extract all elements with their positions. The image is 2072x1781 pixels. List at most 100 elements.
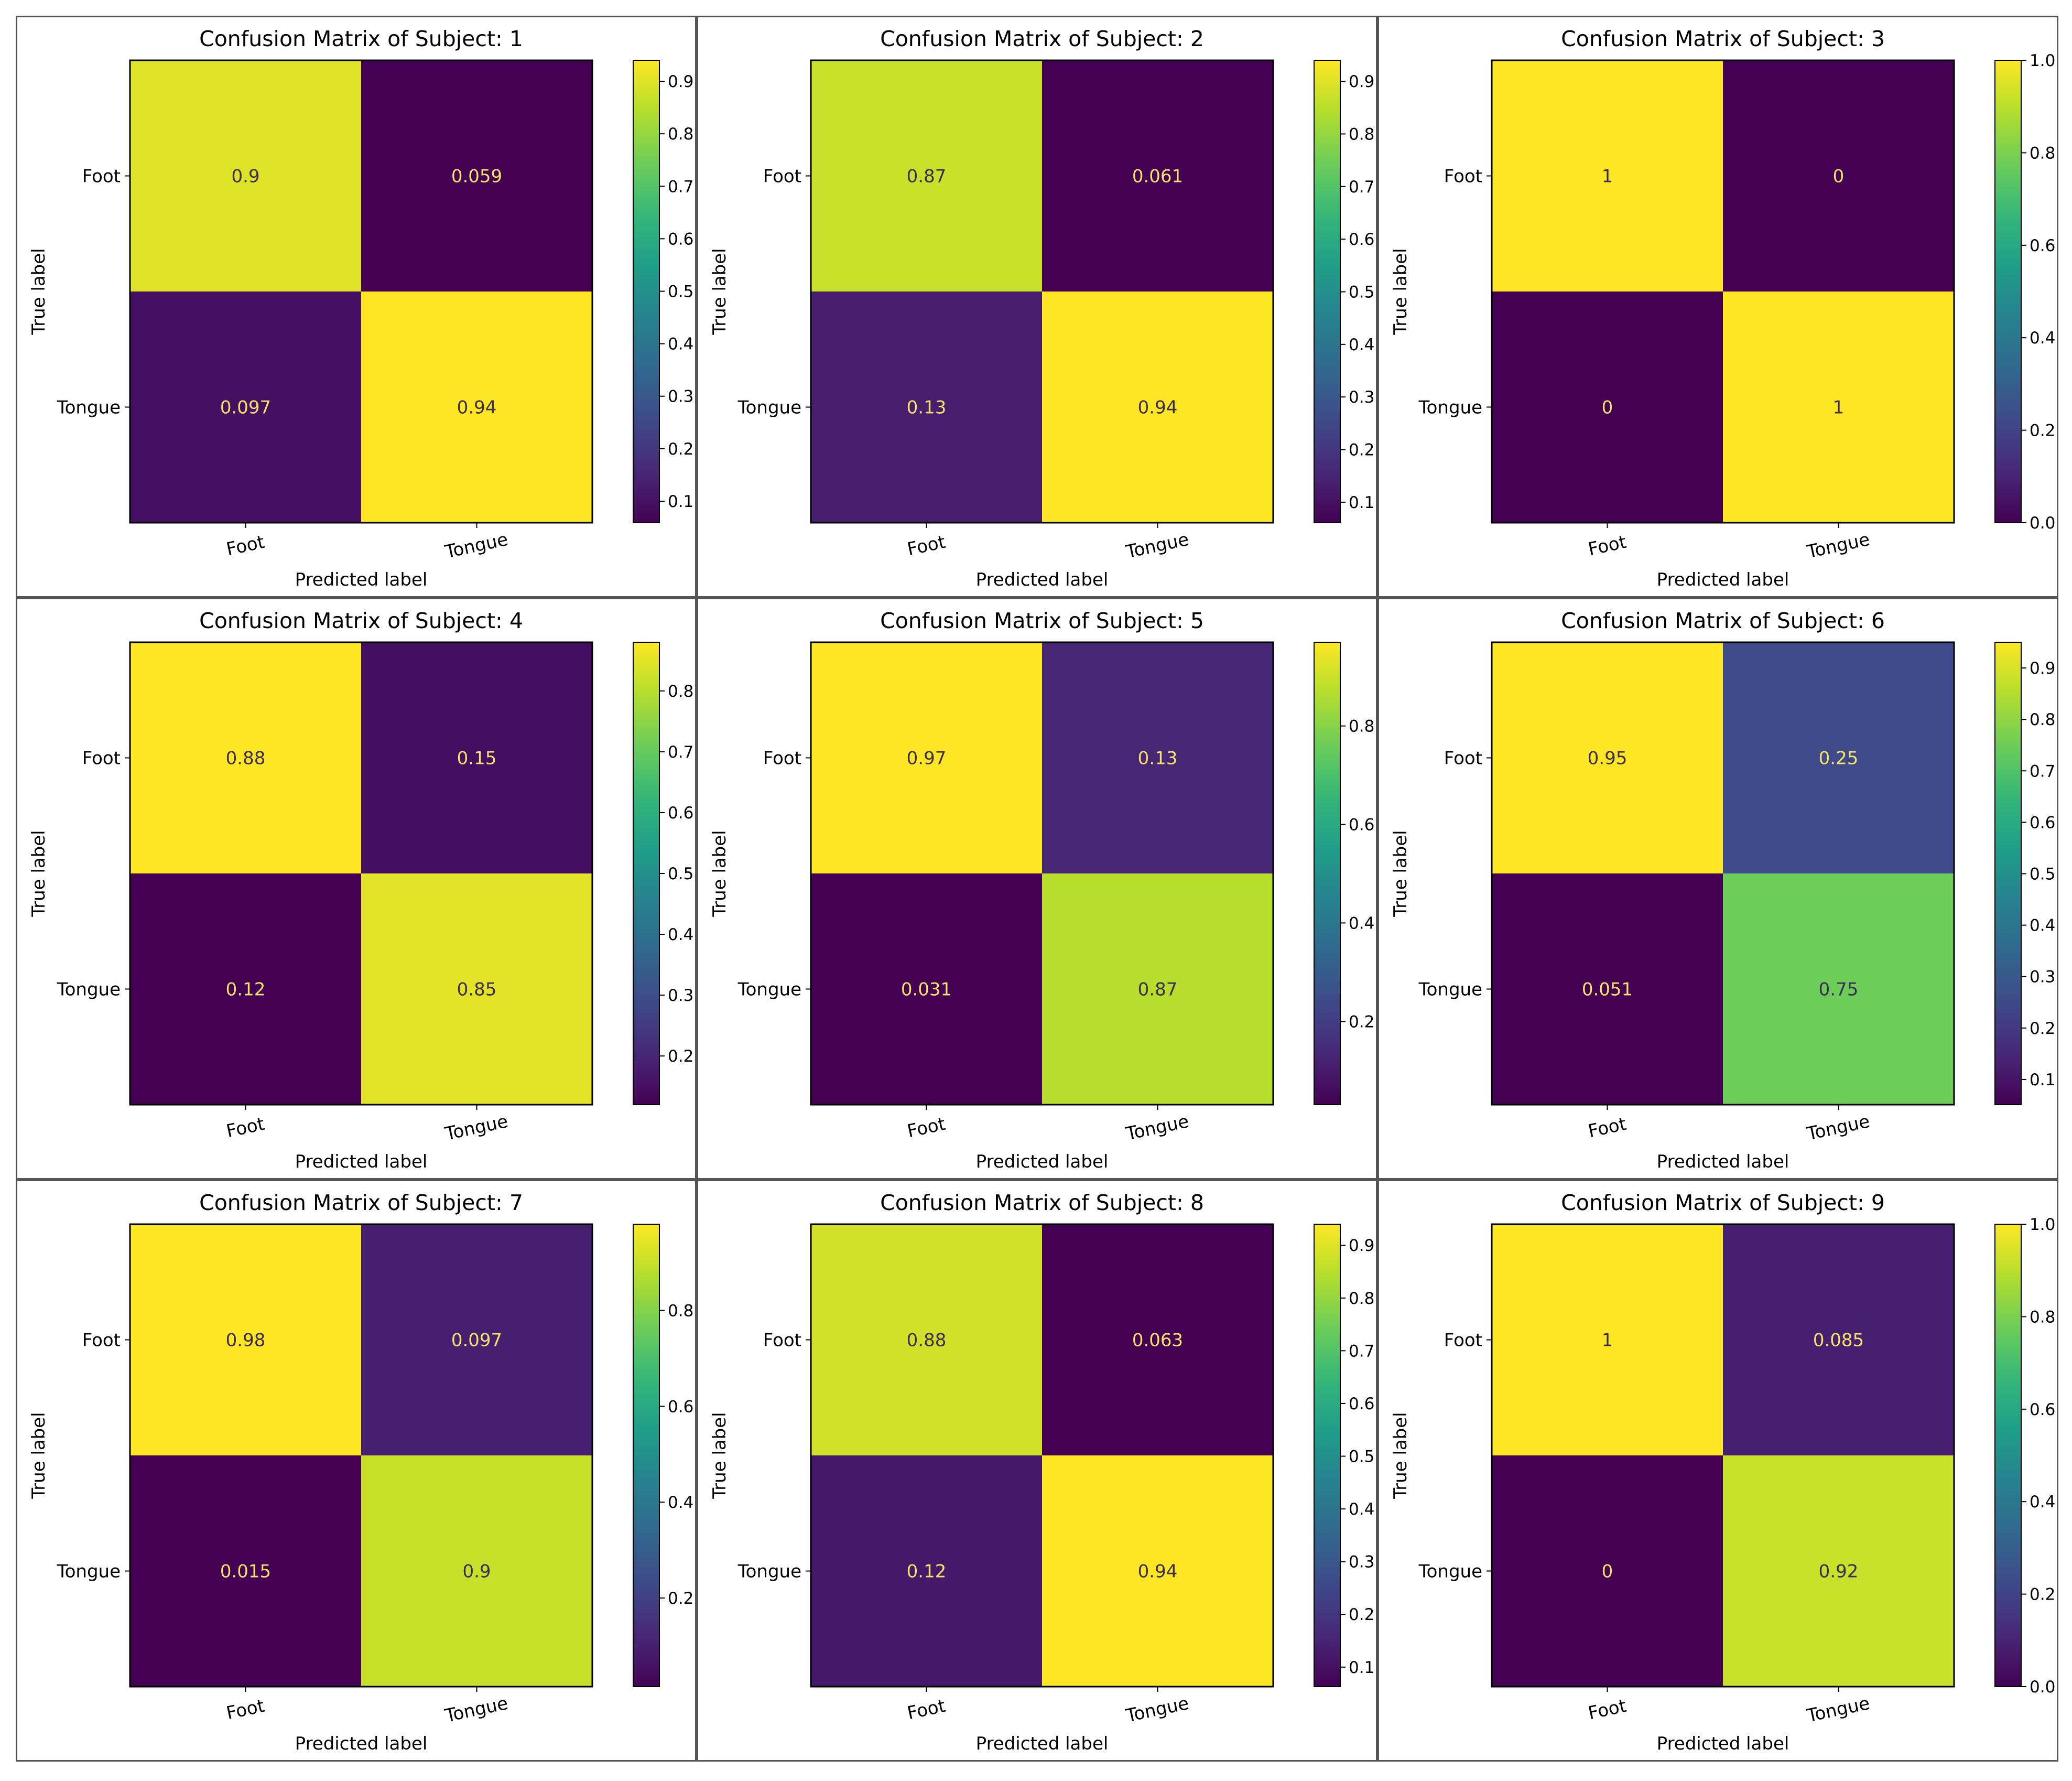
- x-tick-label: Tongue: [1124, 1111, 1191, 1145]
- y-tick-label: Foot: [1444, 1330, 1482, 1351]
- x-tick-label: Foot: [224, 532, 266, 560]
- heatmap-cell: [1723, 1455, 1954, 1687]
- cell-value-label: 0.94: [1138, 1561, 1178, 1582]
- x-axis-label: Predicted label: [976, 1151, 1109, 1172]
- x-tick-label: Tongue: [443, 1111, 510, 1145]
- colorbar-tick-label: 0.5: [1349, 283, 1374, 302]
- heatmap-svg: Confusion Matrix of Subject: 7 0.98 0.097 0…: [28, 1190, 693, 1754]
- colorbar-tick-label: 0.4: [1349, 336, 1374, 354]
- x-tick-label: Foot: [1586, 532, 1628, 560]
- x-tick-label: Foot: [1586, 1114, 1628, 1142]
- cell-value-label: 0.097: [451, 1330, 502, 1351]
- colorbar-tick-label: 0.2: [2030, 422, 2055, 440]
- y-tick-label: Tongue: [737, 1561, 801, 1582]
- colorbar-tick-label: 0.0: [2030, 1678, 2055, 1697]
- colorbar-tick-label: 0.3: [668, 387, 693, 406]
- colorbar-tick-label: 0.4: [668, 925, 693, 944]
- y-tick-label: Tongue: [737, 397, 801, 418]
- colorbar: [633, 60, 660, 523]
- heatmap-cell: [361, 873, 592, 1105]
- y-tick-label: Tongue: [57, 979, 121, 1000]
- cell-value-label: 0.063: [1132, 1330, 1183, 1351]
- colorbar-tick-label: 0.6: [668, 1397, 693, 1416]
- colorbar-tick-label: 0.2: [1349, 1012, 1374, 1031]
- y-tick-label: Tongue: [737, 979, 801, 1000]
- chart-title: Confusion Matrix of Subject: 4: [199, 608, 523, 633]
- colorbar-tick-label: 0.8: [2030, 144, 2055, 163]
- x-tick-label: Foot: [1586, 1696, 1628, 1724]
- confusion-matrix-panel: Confusion Matrix of Subject: 9 1 0.085 0 0.9…: [1377, 1180, 2058, 1762]
- confusion-matrix-panel: Confusion Matrix of Subject: 4 0.88 0.15 0.…: [16, 598, 697, 1180]
- colorbar-tick-label: 0.4: [668, 1493, 693, 1512]
- heatmap-cell: [1042, 873, 1273, 1105]
- cell-value-label: 0.015: [220, 1561, 271, 1582]
- x-tick-label: Tongue: [1805, 1111, 1872, 1145]
- heatmap-cell: [130, 60, 361, 292]
- heatmap-cell: [1492, 1455, 1723, 1687]
- heatmap-cell: [811, 1224, 1042, 1455]
- x-axis-label: Predicted label: [295, 1151, 428, 1172]
- heatmap-svg: Confusion Matrix of Subject: 8 0.88 0.063 0…: [709, 1190, 1374, 1754]
- x-tick-label: Tongue: [1805, 1693, 1872, 1727]
- chart-title: Confusion Matrix of Subject: 2: [880, 26, 1204, 51]
- heatmap-cell: [130, 1455, 361, 1687]
- colorbar-tick-label: 0.8: [2030, 1308, 2055, 1326]
- heatmap-cell: [811, 292, 1042, 523]
- colorbar-tick-label: 0.7: [1349, 178, 1374, 197]
- heatmap-cell: [1042, 60, 1273, 292]
- colorbar-tick-label: 0.7: [2030, 762, 2055, 781]
- colorbar-tick-label: 0.3: [668, 986, 693, 1005]
- colorbar-tick-label: 0.5: [1349, 1448, 1374, 1466]
- cell-value-label: 0.88: [226, 748, 266, 769]
- colorbar-tick-label: 0.8: [1349, 717, 1374, 736]
- heatmap-cell: [130, 873, 361, 1105]
- matrix-frame: [1491, 641, 1955, 1106]
- y-tick-label: Foot: [82, 1330, 121, 1351]
- chart-title: Confusion Matrix of Subject: 6: [1561, 608, 1885, 633]
- heatmap-cell: [130, 642, 361, 873]
- colorbar-tick-label: 0.9: [1349, 72, 1374, 91]
- x-axis-label: Predicted label: [1657, 1733, 1789, 1754]
- x-axis-label: Predicted label: [1657, 569, 1789, 590]
- matrix-frame: [1491, 1223, 1955, 1688]
- x-tick-label: Tongue: [1124, 1693, 1191, 1727]
- cell-value-label: 0.87: [907, 166, 947, 187]
- colorbar-tick-label: 0.2: [668, 440, 693, 459]
- y-tick-label: Tongue: [1418, 979, 1482, 1000]
- cell-value-label: 0.085: [1813, 1330, 1864, 1351]
- cell-value-label: 0.95: [1588, 748, 1628, 769]
- colorbar: [633, 642, 660, 1105]
- colorbar-tick-label: 0.8: [668, 125, 693, 144]
- y-tick-label: Foot: [82, 748, 121, 769]
- x-tick-label: Tongue: [1805, 529, 1872, 563]
- colorbar-tick-label: 0.4: [2030, 1493, 2055, 1512]
- y-axis-label: True label: [28, 830, 49, 917]
- colorbar: [633, 1224, 660, 1687]
- cell-value-label: 0.94: [457, 397, 497, 418]
- colorbar-tick-label: 0.2: [1349, 1605, 1374, 1624]
- colorbar-tick-label: 1.0: [2030, 1215, 2055, 1234]
- y-tick-label: Tongue: [1418, 397, 1482, 418]
- heatmap-cell: [361, 292, 592, 523]
- confusion-matrix-panel: Confusion Matrix of Subject: 6 0.95 0.25 0.…: [1377, 598, 2058, 1180]
- chart-title: Confusion Matrix of Subject: 7: [199, 1190, 523, 1215]
- heatmap-cell: [1723, 873, 1954, 1105]
- heatmap-cell: [1723, 292, 1954, 523]
- confusion-matrix-panel: Confusion Matrix of Subject: 1 0.9 0.059 0.…: [16, 16, 697, 598]
- colorbar-tick-label: 0.6: [1349, 230, 1374, 249]
- colorbar-tick-label: 0.2: [2030, 1585, 2055, 1604]
- x-tick-label: Foot: [905, 1114, 947, 1142]
- colorbar-tick-label: 0.7: [668, 743, 693, 762]
- colorbar-tick-label: 0.1: [668, 492, 693, 511]
- cell-value-label: 0.059: [451, 166, 502, 187]
- cell-value-label: 0.061: [1132, 166, 1183, 187]
- cell-value-label: 0.9: [462, 1561, 491, 1582]
- y-axis-label: True label: [709, 1412, 730, 1499]
- colorbar-tick-label: 0.5: [2030, 865, 2055, 883]
- heatmap-cell: [1492, 873, 1723, 1105]
- heatmap-cell: [1492, 642, 1723, 873]
- y-tick-label: Foot: [763, 748, 801, 769]
- colorbar-tick-label: 0.2: [1349, 441, 1374, 460]
- x-axis-label: Predicted label: [295, 569, 428, 590]
